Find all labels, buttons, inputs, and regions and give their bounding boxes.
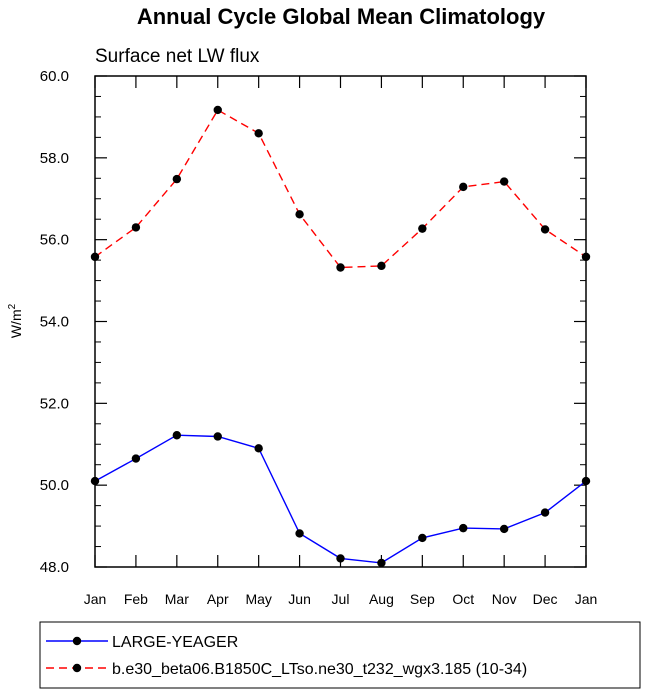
series-0-point bbox=[90, 476, 100, 486]
series-1-point bbox=[295, 210, 304, 219]
y-axis-label: W/m2 bbox=[7, 303, 24, 338]
x-tick-label: Nov bbox=[492, 591, 517, 607]
y-tick-label: 58.0 bbox=[40, 150, 69, 167]
x-tick-label: Jan bbox=[575, 591, 598, 607]
series-0-point bbox=[131, 454, 141, 463]
x-tick-label: Aug bbox=[369, 591, 394, 607]
y-tick-label: 48.0 bbox=[40, 559, 69, 576]
series-1-point bbox=[377, 261, 386, 271]
series-line-0 bbox=[94, 434, 587, 564]
series-0-point bbox=[540, 508, 550, 517]
y-tick-label: 52.0 bbox=[40, 395, 69, 412]
x-tick-label: Jan bbox=[84, 591, 107, 607]
y-tick-label: 60.0 bbox=[40, 68, 69, 85]
series-layer bbox=[90, 105, 591, 568]
series-0-point bbox=[213, 432, 222, 441]
legend-marker-1 bbox=[72, 663, 82, 673]
series-0-point bbox=[254, 444, 263, 453]
series-1-point bbox=[459, 182, 468, 192]
series-0-point bbox=[295, 529, 304, 538]
axis-ticks bbox=[94, 75, 587, 568]
series-1-point bbox=[90, 252, 100, 262]
x-tick-label: Jul bbox=[332, 591, 350, 607]
legend: LARGE-YEAGER b.e30_beta06.B1850C_LTso.ne3… bbox=[46, 634, 527, 678]
legend-label-0: LARGE-YEAGER bbox=[112, 634, 238, 651]
x-tick-labels: Jan Feb Mar Apr May Jun Jul Aug Sep Oct Nov Dec Jan bbox=[84, 591, 598, 607]
x-tick-label: Dec bbox=[533, 591, 558, 607]
series-line-1 bbox=[94, 109, 587, 269]
series-1-point bbox=[213, 105, 222, 115]
legend-marker-0 bbox=[72, 636, 82, 646]
series-0-point bbox=[418, 533, 427, 543]
chart-title: Annual Cycle Global Mean Climatology bbox=[137, 4, 546, 29]
series-1-point bbox=[172, 174, 182, 184]
x-tick-label: Jun bbox=[288, 591, 311, 607]
chart-subtitle: Surface net LW flux bbox=[95, 46, 260, 67]
series-1-point bbox=[254, 129, 263, 138]
legend-box bbox=[39, 621, 641, 689]
y-tick-label: 50.0 bbox=[40, 477, 69, 494]
x-tick-label: Mar bbox=[165, 591, 189, 607]
legend-label-1: b.e30_beta06.B1850C_LTso.ne30_t232_wgx3.… bbox=[112, 661, 527, 678]
y-tick-label: 54.0 bbox=[40, 314, 69, 331]
y-tick-labels: 48.0 50.0 52.0 54.0 56.0 58.0 60.0 bbox=[40, 68, 69, 576]
x-tick-label: Apr bbox=[207, 591, 229, 607]
series-1-point bbox=[418, 224, 427, 233]
x-tick-label: Feb bbox=[124, 591, 148, 607]
series-0-point bbox=[172, 431, 182, 440]
series-0-point bbox=[459, 523, 468, 533]
series-1-point bbox=[540, 225, 550, 234]
y-tick-label: 56.0 bbox=[40, 232, 69, 249]
y-axis-label-text: W/m bbox=[8, 309, 24, 338]
x-tick-label: May bbox=[245, 591, 271, 607]
series-1-point bbox=[336, 263, 345, 272]
plot-frame bbox=[94, 75, 587, 568]
series-0-point bbox=[581, 476, 591, 486]
x-tick-label: Oct bbox=[452, 591, 474, 607]
series-1-point bbox=[581, 252, 591, 262]
series-0-point bbox=[336, 554, 345, 563]
x-tick-label: Sep bbox=[410, 591, 435, 607]
y-axis-label-superscript: 2 bbox=[7, 303, 18, 309]
series-0-point bbox=[377, 558, 386, 568]
series-0-point bbox=[499, 524, 509, 534]
series-1-point bbox=[131, 223, 141, 232]
series-1-point bbox=[499, 177, 509, 186]
